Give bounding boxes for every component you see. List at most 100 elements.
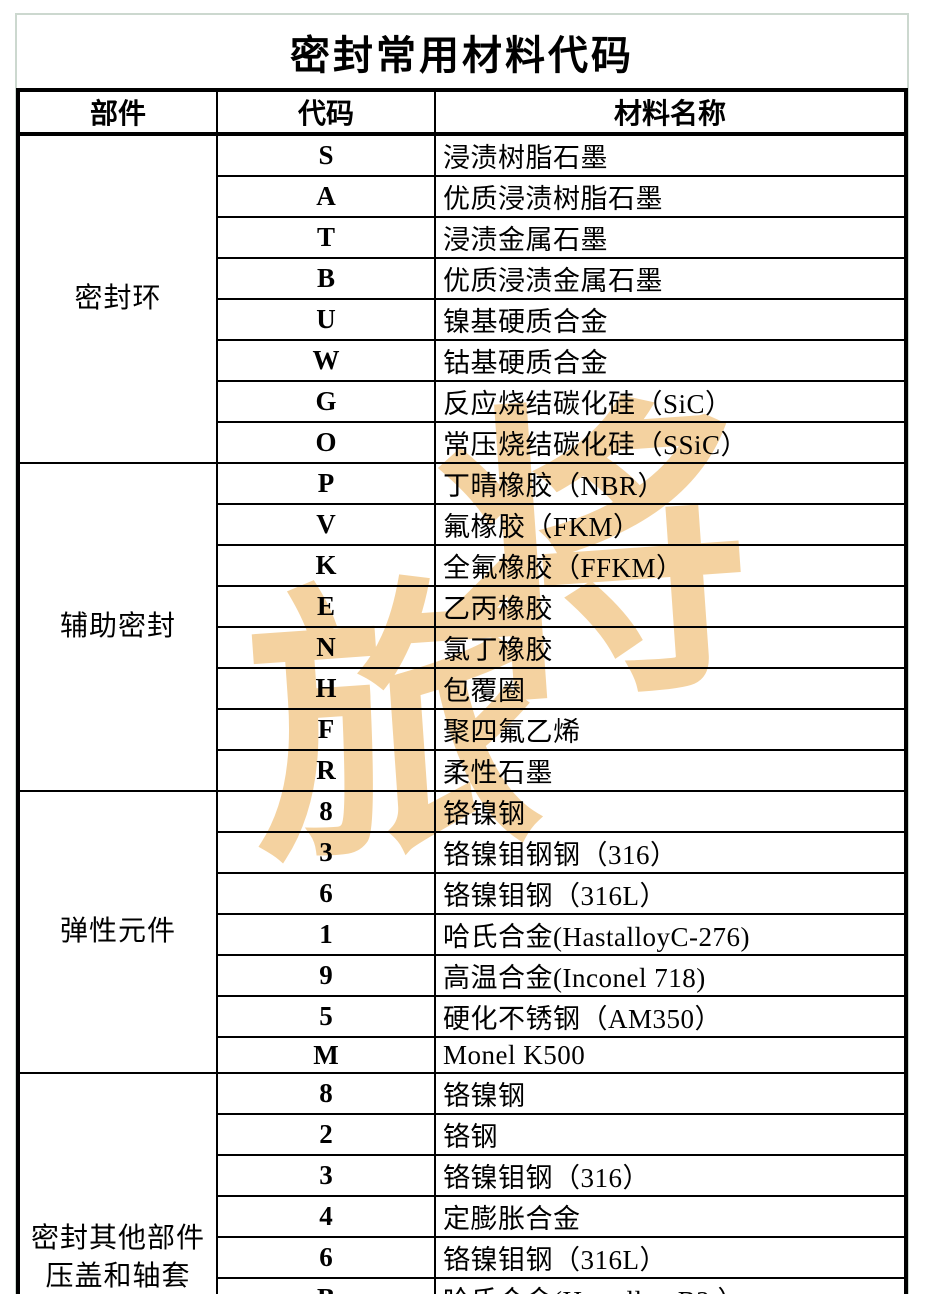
table-row: B哈氏合金(Hastalloy B2 ） bbox=[18, 1277, 907, 1294]
material-cell: 铬镍钼钢钢（316） bbox=[434, 831, 907, 874]
material-cell: 优质浸渍金属石墨 bbox=[434, 257, 907, 300]
material-code-table: 部件 代码 材料名称 密封环 S 浸渍树脂石墨 A 优质浸渍树脂石墨 T 浸渍金属石墨 B 优质… bbox=[16, 88, 908, 1294]
table-row: A 优质浸渍树脂石墨 bbox=[18, 175, 907, 218]
table-row: O 常压烧结碳化硅（SSiC） bbox=[18, 421, 907, 464]
material-cell: 铬镍钢 bbox=[434, 1072, 907, 1115]
material-cell: 铬钢 bbox=[434, 1113, 907, 1156]
code-cell: 2 bbox=[216, 1113, 436, 1156]
table-row: T 浸渍金属石墨 bbox=[18, 216, 907, 259]
table-row: E 乙丙橡胶 bbox=[18, 585, 907, 628]
table-row: G 反应烧结碳化硅（SiC） bbox=[18, 380, 907, 423]
table-row: B 优质浸渍金属石墨 bbox=[18, 257, 907, 300]
material-cell: 哈氏合金(HastalloyC-276) bbox=[434, 913, 907, 956]
code-cell: O bbox=[216, 421, 436, 464]
material-cell: 反应烧结碳化硅（SiC） bbox=[434, 380, 907, 423]
material-cell: 氯丁橡胶 bbox=[434, 626, 907, 669]
material-cell: 丁晴橡胶（NBR） bbox=[434, 462, 907, 505]
code-cell: B bbox=[216, 1277, 436, 1294]
table-row: H 包覆圈 bbox=[18, 667, 907, 710]
material-cell: 哈氏合金(Hastalloy B2 ） bbox=[434, 1277, 907, 1294]
code-cell: 8 bbox=[216, 1072, 436, 1115]
table-row: F 聚四氟乙烯 bbox=[18, 708, 907, 751]
code-cell: 9 bbox=[216, 954, 436, 997]
table-row: W 钴基硬质合金 bbox=[18, 339, 907, 382]
table-row: 5 硬化不锈钢（AM350） bbox=[18, 995, 907, 1038]
component-cell: 辅助密封 bbox=[17, 462, 218, 792]
code-cell: H bbox=[216, 667, 436, 710]
material-cell: 氟橡胶（FKM） bbox=[434, 503, 907, 546]
material-cell: 聚四氟乙烯 bbox=[434, 708, 907, 751]
table-row: 1 哈氏合金(HastalloyC-276) bbox=[18, 913, 907, 956]
table-row: N 氯丁橡胶 bbox=[18, 626, 907, 669]
code-cell: 6 bbox=[216, 1236, 436, 1279]
table-row: V 氟橡胶（FKM） bbox=[18, 503, 907, 546]
material-cell: 铬镍钢 bbox=[434, 790, 907, 833]
material-cell: 柔性石墨 bbox=[434, 749, 907, 792]
table-row: M Monel K500 bbox=[18, 1036, 907, 1074]
code-cell: E bbox=[216, 585, 436, 628]
table-row: 6 铬镍钼钢（316L） bbox=[18, 872, 907, 915]
material-cell: 铬镍钼钢（316L） bbox=[434, 1236, 907, 1279]
code-cell: R bbox=[216, 749, 436, 792]
table-row: 辅助密封 P 丁晴橡胶（NBR） bbox=[17, 462, 907, 792]
code-cell: 1 bbox=[216, 913, 436, 956]
material-cell: 铬镍钼钢（316） bbox=[434, 1154, 907, 1197]
code-cell: T bbox=[216, 216, 436, 259]
material-cell: 钴基硬质合金 bbox=[434, 339, 907, 382]
code-cell: 3 bbox=[216, 831, 436, 874]
code-cell: W bbox=[216, 339, 436, 382]
table-row: 3 铬镍钼钢（316） bbox=[18, 1154, 907, 1197]
code-cell: 3 bbox=[216, 1154, 436, 1197]
table-row: 弹性元件 8 铬镍钢 bbox=[17, 790, 907, 1074]
table-row: K 全氟橡胶（FFKM） bbox=[18, 544, 907, 587]
material-cell: 镍基硬质合金 bbox=[434, 298, 907, 341]
table-row: 6 铬镍钼钢（316L） bbox=[18, 1236, 907, 1279]
material-cell: 浸渍树脂石墨 bbox=[434, 133, 907, 177]
material-cell: Monel K500 bbox=[434, 1036, 907, 1074]
material-cell: 高温合金(Inconel 718) bbox=[434, 954, 907, 997]
title-row: 密封常用材料代码 bbox=[17, 15, 907, 88]
table-row: 2 铬钢 bbox=[18, 1113, 907, 1156]
column-header-material: 材料名称 bbox=[434, 88, 907, 136]
column-header-component: 部件 bbox=[17, 88, 218, 136]
code-cell: 6 bbox=[216, 872, 436, 915]
code-cell: M bbox=[216, 1036, 436, 1074]
table-row: 9 高温合金(Inconel 718) bbox=[18, 954, 907, 997]
material-cell: 全氟橡胶（FFKM） bbox=[434, 544, 907, 587]
code-cell: U bbox=[216, 298, 436, 341]
page-title: 密封常用材料代码 bbox=[290, 32, 634, 78]
table-row: U 镍基硬质合金 bbox=[18, 298, 907, 341]
component-cell: 弹性元件 bbox=[17, 790, 218, 1074]
material-cell: 优质浸渍树脂石墨 bbox=[434, 175, 907, 218]
code-cell: K bbox=[216, 544, 436, 587]
material-cell: 常压烧结碳化硅（SSiC） bbox=[434, 421, 907, 464]
spreadsheet-area: 密封常用材料代码 部件 代码 材料名称 密封环 S 浸渍树脂石墨 A 优质浸渍树脂石墨 T… bbox=[15, 13, 909, 1294]
component-cell: 密封环 bbox=[17, 133, 218, 464]
table-row: 密封其他部件 压盖和轴套 8 铬镍钢 bbox=[17, 1072, 907, 1294]
code-cell: F bbox=[216, 708, 436, 751]
table-row: 密封环 S 浸渍树脂石墨 bbox=[17, 133, 907, 464]
code-cell: P bbox=[216, 462, 436, 505]
material-cell: 乙丙橡胶 bbox=[434, 585, 907, 628]
code-cell: G bbox=[216, 380, 436, 423]
column-header-code: 代码 bbox=[216, 88, 436, 136]
header-row: 部件 代码 材料名称 bbox=[17, 88, 907, 136]
code-cell: S bbox=[216, 133, 436, 177]
table-row: 4 定膨胀合金 bbox=[18, 1195, 907, 1238]
code-cell: N bbox=[216, 626, 436, 669]
material-cell: 浸渍金属石墨 bbox=[434, 216, 907, 259]
code-cell: 8 bbox=[216, 790, 436, 833]
material-cell: 铬镍钼钢（316L） bbox=[434, 872, 907, 915]
code-cell: V bbox=[216, 503, 436, 546]
code-cell: 4 bbox=[216, 1195, 436, 1238]
table-row: R 柔性石墨 bbox=[18, 749, 907, 792]
table-body: 密封环 S 浸渍树脂石墨 A 优质浸渍树脂石墨 T 浸渍金属石墨 B 优质浸渍金属石墨 U 镍基硬质… bbox=[17, 133, 907, 1294]
material-cell: 包覆圈 bbox=[434, 667, 907, 710]
component-cell: 密封其他部件 压盖和轴套 bbox=[17, 1072, 218, 1294]
code-cell: B bbox=[216, 257, 436, 300]
material-cell: 硬化不锈钢（AM350） bbox=[434, 995, 907, 1038]
material-cell: 定膨胀合金 bbox=[434, 1195, 907, 1238]
table-row: 3 铬镍钼钢钢（316） bbox=[18, 831, 907, 874]
code-cell: A bbox=[216, 175, 436, 218]
code-cell: 5 bbox=[216, 995, 436, 1038]
